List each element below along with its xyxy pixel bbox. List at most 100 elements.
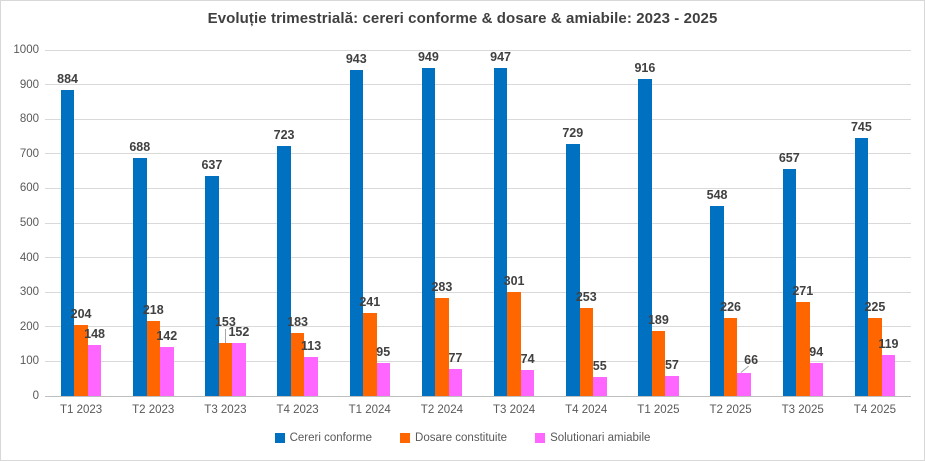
data-label: 729 bbox=[562, 125, 584, 140]
bar-solutionari-amiabile-T3-2024 bbox=[520, 370, 535, 396]
x-axis-category-label: T1 2024 bbox=[348, 404, 391, 416]
legend-swatch bbox=[535, 433, 546, 443]
data-label: 226 bbox=[720, 299, 741, 314]
y-axis-tick-label: 700 bbox=[19, 147, 39, 160]
data-label: 183 bbox=[287, 314, 308, 329]
bar-cereri-conforme-T4-2025 bbox=[854, 138, 869, 396]
gridline bbox=[45, 118, 911, 120]
gridline bbox=[45, 326, 911, 328]
data-label: 637 bbox=[201, 157, 223, 172]
data-label: 745 bbox=[850, 120, 872, 135]
bar-dosare-constituite-T1-2024 bbox=[363, 312, 377, 396]
data-label: 884 bbox=[57, 72, 78, 87]
bar-cereri-conforme-T4-2023 bbox=[277, 145, 291, 396]
bar-dosare-constituite-T4-2023 bbox=[290, 332, 305, 396]
gridline bbox=[45, 187, 911, 189]
data-label: 142 bbox=[156, 328, 178, 343]
y-axis-tick-label: 800 bbox=[19, 113, 39, 126]
gridline bbox=[45, 49, 911, 51]
bar-dosare-constituite-T4-2025 bbox=[868, 318, 882, 396]
data-label: 943 bbox=[345, 51, 367, 66]
data-label: 57 bbox=[664, 358, 679, 373]
x-axis-category-label: T2 2025 bbox=[709, 404, 752, 416]
data-label: 241 bbox=[359, 294, 381, 309]
bar-solutionari-amiabile-T2-2024 bbox=[448, 369, 463, 396]
bar-dosare-constituite-T4-2024 bbox=[579, 308, 593, 396]
data-label: 688 bbox=[129, 139, 151, 154]
x-axis-category-label: T2 2024 bbox=[420, 404, 463, 416]
data-label: 113 bbox=[300, 338, 322, 353]
chart-title: Evoluție trimestrială: cereri conforme &… bbox=[207, 10, 718, 27]
x-axis-category-label: T1 2023 bbox=[59, 404, 103, 416]
x-axis-category-label: T2 2023 bbox=[132, 404, 175, 416]
legend: Cereri conforme Dosare constituite Solutio… bbox=[1, 431, 924, 445]
bar-dosare-constituite-T3-2025 bbox=[796, 302, 810, 396]
y-axis-tick-label: 200 bbox=[19, 320, 39, 333]
data-label: 152 bbox=[228, 325, 250, 340]
data-label: 947 bbox=[490, 50, 511, 65]
bar-solutionari-amiabile-T1-2025 bbox=[665, 376, 679, 396]
bar-dosare-constituite-T3-2023 bbox=[218, 343, 233, 396]
label-leader-line bbox=[225, 329, 227, 344]
bar-cereri-conforme-T1-2025 bbox=[638, 79, 652, 396]
legend-label: Solutionari amiabile bbox=[550, 432, 651, 444]
data-label: 148 bbox=[84, 326, 105, 341]
bar-solutionari-amiabile-T3-2025 bbox=[809, 363, 823, 396]
bar-solutionari-amiabile-T4-2025 bbox=[881, 354, 896, 396]
x-axis-category-label: T4 2023 bbox=[276, 404, 319, 416]
data-label: 77 bbox=[448, 351, 463, 366]
gridline bbox=[45, 222, 911, 224]
data-label: 271 bbox=[792, 284, 814, 299]
gridline bbox=[45, 84, 911, 86]
bar-cereri-conforme-T4-2024 bbox=[566, 143, 580, 396]
gridline bbox=[45, 257, 911, 259]
y-axis-tick-label: 100 bbox=[19, 355, 39, 368]
data-label: 153 bbox=[214, 315, 236, 330]
bar-cereri-conforme-T3-2024 bbox=[493, 68, 508, 396]
bar-dosare-constituite-T2-2025 bbox=[723, 317, 738, 396]
data-label: 253 bbox=[575, 290, 597, 305]
y-axis-tick-label: 1000 bbox=[13, 44, 39, 56]
gridline bbox=[45, 291, 911, 293]
x-axis-line bbox=[45, 395, 911, 397]
data-label: 301 bbox=[503, 273, 525, 288]
bar-solutionari-amiabile-T2-2025 bbox=[737, 373, 751, 396]
gridline bbox=[45, 153, 911, 155]
x-axis-category-label: T4 2024 bbox=[565, 404, 608, 416]
legend-item: Cereri conforme bbox=[274, 431, 373, 445]
legend-item: Solutionari amiabile bbox=[535, 431, 650, 445]
x-axis-category-label: T3 2024 bbox=[492, 404, 536, 416]
legend-item: Dosare constituite bbox=[400, 431, 507, 445]
bar-solutionari-amiabile-T1-2024 bbox=[376, 363, 390, 396]
bar-cereri-conforme-T1-2024 bbox=[349, 69, 363, 396]
bar-dosare-constituite-T3-2024 bbox=[507, 291, 521, 396]
data-label: 55 bbox=[592, 358, 607, 373]
y-axis-tick-label: 900 bbox=[19, 78, 39, 91]
x-axis-category-label: T4 2025 bbox=[853, 404, 896, 416]
data-label: 723 bbox=[273, 127, 295, 142]
data-label: 916 bbox=[634, 61, 656, 76]
x-axis-category-label: T3 2023 bbox=[204, 404, 247, 416]
x-axis-category-label: T1 2025 bbox=[637, 404, 680, 416]
legend-label: Cereri conforme bbox=[289, 432, 373, 444]
legend-swatch bbox=[400, 433, 411, 443]
bar-solutionari-amiabile-T3-2023 bbox=[232, 343, 246, 396]
bar-cereri-conforme-T2-2023 bbox=[133, 157, 147, 396]
y-axis-tick-label: 500 bbox=[19, 217, 39, 229]
data-label: 119 bbox=[878, 336, 899, 351]
bar-dosare-constituite-T2-2023 bbox=[146, 320, 160, 396]
y-axis-tick-label: 0 bbox=[32, 390, 39, 402]
bar-cereri-conforme-T2-2025 bbox=[710, 206, 724, 396]
bar-dosare-constituite-T1-2025 bbox=[651, 330, 666, 396]
data-label: 95 bbox=[376, 345, 391, 360]
y-axis-tick-label: 400 bbox=[19, 251, 39, 264]
bar-solutionari-amiabile-T4-2023 bbox=[304, 356, 318, 396]
bar-cereri-conforme-T1-2023 bbox=[60, 90, 75, 396]
data-label: 189 bbox=[647, 312, 669, 327]
bar-cereri-conforme-T3-2023 bbox=[205, 175, 219, 396]
data-label: 74 bbox=[520, 352, 535, 367]
data-label: 204 bbox=[70, 307, 92, 322]
data-label: 66 bbox=[744, 353, 759, 368]
y-axis-tick-label: 300 bbox=[19, 286, 39, 299]
